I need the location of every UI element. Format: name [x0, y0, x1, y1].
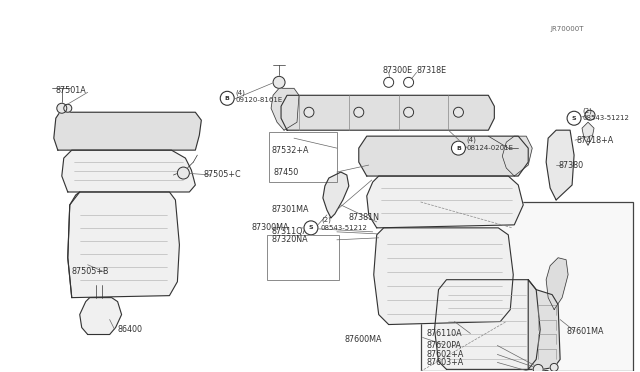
Text: B: B [225, 96, 230, 101]
Circle shape [177, 167, 189, 179]
Circle shape [304, 221, 318, 235]
Circle shape [533, 365, 543, 372]
Circle shape [64, 104, 72, 112]
Polygon shape [528, 280, 560, 369]
Bar [420, 202, 633, 371]
Bar [267, 235, 339, 280]
Text: 08543-51212: 08543-51212 [582, 115, 629, 121]
Text: 87620PA: 87620PA [426, 341, 461, 350]
Circle shape [454, 107, 463, 117]
Polygon shape [281, 95, 494, 130]
Text: 87318E: 87318E [417, 66, 447, 75]
Polygon shape [68, 192, 179, 298]
Polygon shape [323, 172, 349, 218]
Text: B: B [456, 145, 461, 151]
Text: JR70000T: JR70000T [550, 26, 584, 32]
Text: (4): (4) [236, 89, 245, 96]
Circle shape [404, 77, 413, 87]
Polygon shape [582, 122, 594, 145]
Text: 86400: 86400 [118, 325, 143, 334]
Polygon shape [62, 150, 195, 192]
Text: 87532+A: 87532+A [271, 145, 308, 155]
Text: 87380: 87380 [558, 161, 583, 170]
Polygon shape [359, 136, 528, 176]
Polygon shape [54, 112, 202, 150]
Circle shape [550, 363, 558, 371]
Circle shape [384, 77, 394, 87]
Text: 87505+C: 87505+C [204, 170, 241, 179]
Circle shape [567, 111, 581, 125]
Circle shape [220, 91, 234, 105]
Circle shape [451, 141, 465, 155]
Polygon shape [80, 298, 122, 334]
Text: 87501A: 87501A [56, 86, 86, 95]
Text: 87450: 87450 [273, 167, 298, 177]
Polygon shape [374, 228, 513, 324]
Text: 87300E: 87300E [383, 66, 413, 75]
Circle shape [585, 110, 595, 120]
Text: 87381N: 87381N [349, 214, 380, 222]
Text: (4): (4) [467, 137, 476, 143]
Circle shape [542, 371, 550, 372]
Text: 87300MA: 87300MA [251, 223, 289, 232]
Text: (2): (2) [321, 217, 331, 223]
Text: 87320NA: 87320NA [271, 235, 308, 244]
Bar [269, 132, 337, 182]
Text: 08124-0201E: 08124-0201E [467, 145, 513, 151]
Polygon shape [367, 176, 524, 228]
Text: 08543-51212: 08543-51212 [321, 225, 368, 231]
Text: (2): (2) [582, 107, 592, 113]
Text: 87301MA: 87301MA [271, 205, 308, 214]
Circle shape [57, 103, 67, 113]
Text: 87600MA: 87600MA [345, 335, 382, 344]
Text: S: S [572, 116, 577, 121]
Polygon shape [502, 136, 532, 176]
Circle shape [354, 107, 364, 117]
Circle shape [304, 107, 314, 117]
Text: 09120-8161E: 09120-8161E [236, 97, 282, 103]
Polygon shape [546, 130, 574, 200]
Text: 87603+A: 87603+A [426, 358, 464, 367]
Text: 87505+B: 87505+B [72, 267, 109, 276]
Circle shape [273, 76, 285, 88]
Polygon shape [435, 280, 540, 369]
Polygon shape [271, 88, 299, 130]
Text: 87418+A: 87418+A [576, 136, 613, 145]
Text: 876110A: 876110A [426, 329, 462, 338]
Circle shape [404, 107, 413, 117]
Text: 87602+A: 87602+A [426, 350, 464, 359]
Text: S: S [308, 225, 313, 230]
Text: 87311QA: 87311QA [271, 227, 308, 236]
Polygon shape [546, 258, 568, 310]
Text: 87601MA: 87601MA [566, 327, 604, 336]
